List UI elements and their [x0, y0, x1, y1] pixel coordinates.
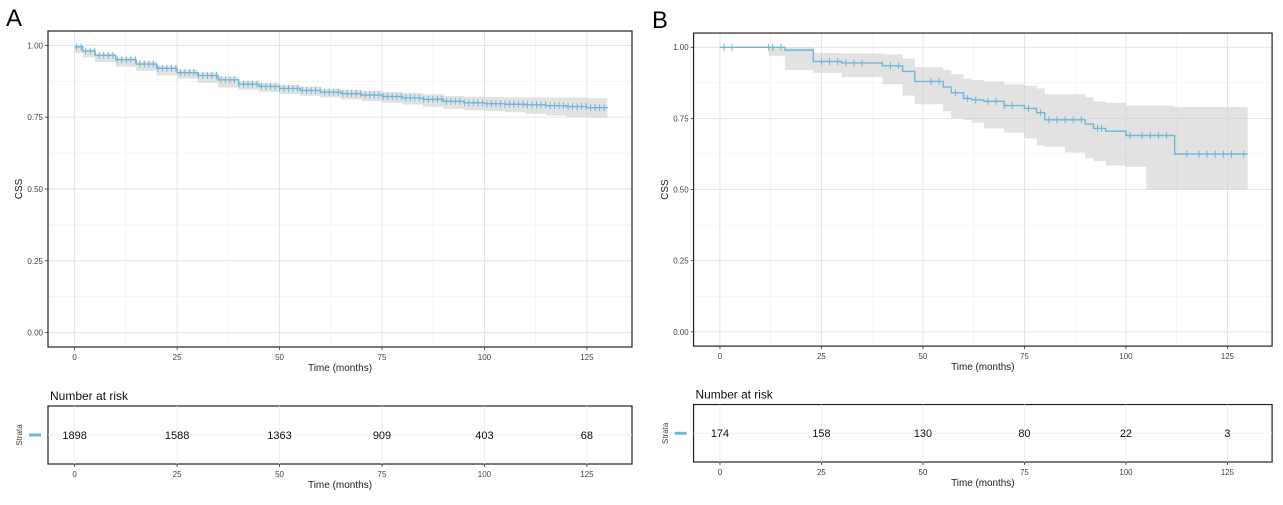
- risk-value: 1363: [267, 430, 291, 442]
- risk-x-tick-label: 125: [1221, 468, 1235, 477]
- risk-value: 158: [812, 428, 830, 440]
- y-tick-label: 0.25: [27, 257, 43, 266]
- y-tick-label: 0.50: [27, 185, 43, 194]
- risk-x-tick-label: 0: [72, 470, 77, 479]
- y-axis-title: CSS: [660, 179, 671, 200]
- risk-x-tick-label: 100: [1119, 468, 1133, 477]
- risk-value: 1898: [62, 430, 86, 442]
- km-panel-a: A 0.00 0.25 0.50 0.75 1.00 0 25 50 75 100 125 Time (…: [0, 0, 642, 500]
- survival-curve: [74, 46, 609, 109]
- risk-x-tick-label: 50: [275, 470, 284, 479]
- confidence-band: [719, 47, 1248, 190]
- risk-table: Number at risk 1898 1588 1363 909 403 68 Strata…: [15, 389, 633, 491]
- risk-x-axis-title: Time (months): [308, 480, 372, 491]
- y-tick-label: 0.00: [27, 329, 43, 338]
- risk-value: 909: [373, 430, 391, 442]
- x-axis-title: Time (months): [308, 363, 372, 374]
- risk-value: 403: [475, 430, 493, 442]
- strata-label: Strata: [661, 422, 670, 444]
- panel-letter: B: [652, 7, 668, 34]
- x-tick-label: 0: [718, 352, 723, 361]
- risk-value: 130: [914, 428, 932, 440]
- risk-table: Number at risk 174 158 130 80 22 3 Strata 0 25 50 7…: [661, 388, 1273, 489]
- km-figure-b: B 0.00 0.25 0.50 0.75 1.00 0 25 50 75 100 125 Time (…: [652, 7, 1273, 489]
- strata-label: Strata: [15, 424, 24, 446]
- confidence-band: [74, 45, 608, 118]
- x-tick-label: 100: [478, 353, 492, 362]
- y-tick-label: 1.00: [673, 43, 689, 52]
- risk-x-tick-label: 100: [478, 470, 492, 479]
- y-axis-title: CSS: [14, 178, 25, 199]
- x-tick-label: 25: [173, 353, 182, 362]
- y-tick-label: 0.75: [27, 113, 43, 122]
- risk-x-tick-label: 25: [817, 468, 826, 477]
- km-figure-a: A 0.00 0.25 0.50 0.75 1.00 0 25 50 75 100 125 Time (…: [6, 5, 633, 491]
- y-tick-label: 1.00: [27, 41, 43, 50]
- risk-x-tick-label: 125: [580, 470, 594, 479]
- panel-letter: A: [6, 5, 22, 32]
- risk-value: 1588: [165, 430, 189, 442]
- risk-table-title: Number at risk: [696, 388, 773, 402]
- x-tick-label: 100: [1119, 352, 1133, 361]
- x-axis-title: Time (months): [951, 362, 1014, 373]
- risk-x-tick-label: 50: [919, 468, 928, 477]
- plot-area: [47, 30, 633, 348]
- risk-table-title: Number at risk: [50, 389, 129, 403]
- x-tick-label: 75: [1020, 352, 1029, 361]
- x-tick-label: 75: [378, 353, 387, 362]
- risk-value: 3: [1224, 428, 1230, 440]
- risk-x-tick-label: 75: [1020, 468, 1029, 477]
- risk-value: 68: [581, 430, 593, 442]
- y-tick-label: 0.75: [673, 114, 689, 123]
- risk-value: 174: [711, 428, 729, 440]
- x-tick-label: 125: [1221, 352, 1235, 361]
- x-tick-label: 50: [275, 353, 284, 362]
- km-panel-b: B 0.00 0.25 0.50 0.75 1.00 0 25 50 75 100 125 Time (…: [646, 0, 1283, 500]
- x-tick-label: 0: [72, 353, 77, 362]
- x-tick-label: 125: [580, 353, 594, 362]
- y-tick-label: 0.25: [673, 257, 689, 266]
- x-tick-label: 50: [919, 352, 928, 361]
- y-tick-label: 0.00: [673, 328, 689, 337]
- risk-value: 80: [1018, 428, 1030, 440]
- x-tick-label: 25: [817, 352, 826, 361]
- risk-x-tick-label: 0: [718, 468, 723, 477]
- risk-x-tick-label: 25: [173, 470, 182, 479]
- plot-area: [692, 32, 1273, 347]
- risk-value: 22: [1120, 428, 1132, 440]
- y-tick-label: 0.50: [673, 186, 689, 195]
- risk-x-tick-label: 75: [378, 470, 387, 479]
- risk-x-axis-title: Time (months): [951, 478, 1014, 489]
